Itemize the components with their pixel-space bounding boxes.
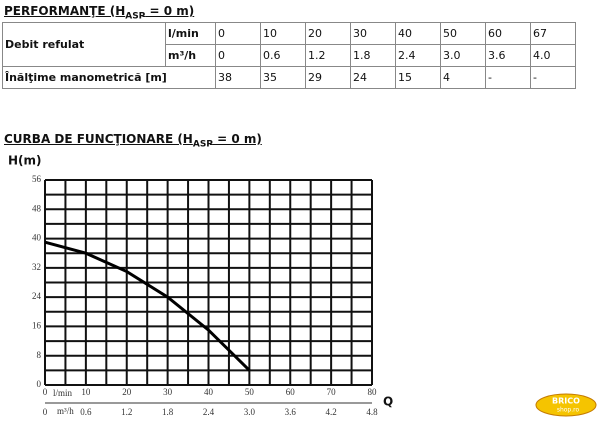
table-cell: 24 — [350, 66, 396, 89]
x-tick-label: 30 — [163, 387, 173, 397]
y-tick-label: 56 — [32, 174, 42, 184]
logo: BRICO shop.ro — [535, 393, 597, 417]
y-tick-label: 24 — [32, 291, 42, 301]
x-tick-label: 0 — [43, 387, 48, 397]
table-cell: 60 — [485, 22, 531, 45]
performance-table: Debit refulat l/min 0 10 20 30 40 50 60 67 m³/h 0 0.… — [2, 22, 576, 89]
y-tick-label: 16 — [32, 320, 42, 330]
x2-tick-label: 2.4 — [203, 407, 215, 417]
table-row: Înălţime manometrică [m] 38 35 29 24 15 4- - — [2, 66, 576, 89]
x2-tick-label: 1.8 — [162, 407, 174, 417]
performance-curve — [44, 240, 251, 372]
y-tick-label: 8 — [37, 350, 42, 360]
x2-tick-label: 0 — [43, 407, 48, 417]
table-cell: 15 — [395, 66, 441, 89]
x2-tick-label: 1.2 — [121, 407, 132, 417]
table-row: m³/h 0 0.6 1.2 1.8 2.4 3.0 3.6 4.0 — [3, 44, 576, 67]
x-tick-label: 50 — [245, 387, 255, 397]
x-tick-label: 60 — [286, 387, 296, 397]
y-tick-label: 48 — [32, 203, 42, 213]
x-tick-label: 70 — [327, 387, 337, 397]
x-unit-label: l/min — [53, 388, 73, 398]
x-tick-label: 10 — [81, 387, 91, 397]
row-label: Înălţime manometrică [m] — [2, 66, 216, 89]
logo-text: BRICO — [552, 397, 580, 406]
x-tick-label: 40 — [204, 387, 214, 397]
x-axis-label: Q — [383, 395, 393, 409]
x2-unit-label: m³/h — [57, 406, 74, 416]
chart-title: CURBA DE FUNCŢIONARE (HASP = 0 m) — [4, 132, 262, 150]
y-tick-label: 0 — [37, 379, 42, 389]
table-cell: 30 — [350, 22, 396, 45]
table-title: PERFORMANŢE (HASP = 0 m) — [4, 4, 195, 22]
x-tick-label: 80 — [368, 387, 378, 397]
x2-tick-label: 0.6 — [80, 407, 92, 417]
table-cell: - — [485, 66, 531, 89]
x2-tick-label: 4.2 — [326, 407, 337, 417]
table-cell: - — [530, 66, 576, 89]
x2-tick-label: 3.0 — [244, 407, 256, 417]
table-cell: 35 — [260, 66, 306, 89]
table-cell: 29 — [305, 66, 351, 89]
y-axis-label: H(m) — [8, 154, 42, 168]
x-tick-label: 20 — [122, 387, 132, 397]
y-tick-label: 32 — [32, 262, 41, 272]
x2-tick-label: 3.6 — [285, 407, 297, 417]
logo-text: shop.ro — [557, 407, 580, 414]
table-cell: 4.0 — [530, 44, 576, 67]
x2-tick-label: 4.8 — [366, 407, 378, 417]
y-tick-label: 40 — [32, 233, 42, 243]
table-row: Debit refulat l/min 0 10 20 30 40 50 60 67 — [2, 22, 576, 67]
unit-cell: m³/h — [165, 44, 216, 67]
